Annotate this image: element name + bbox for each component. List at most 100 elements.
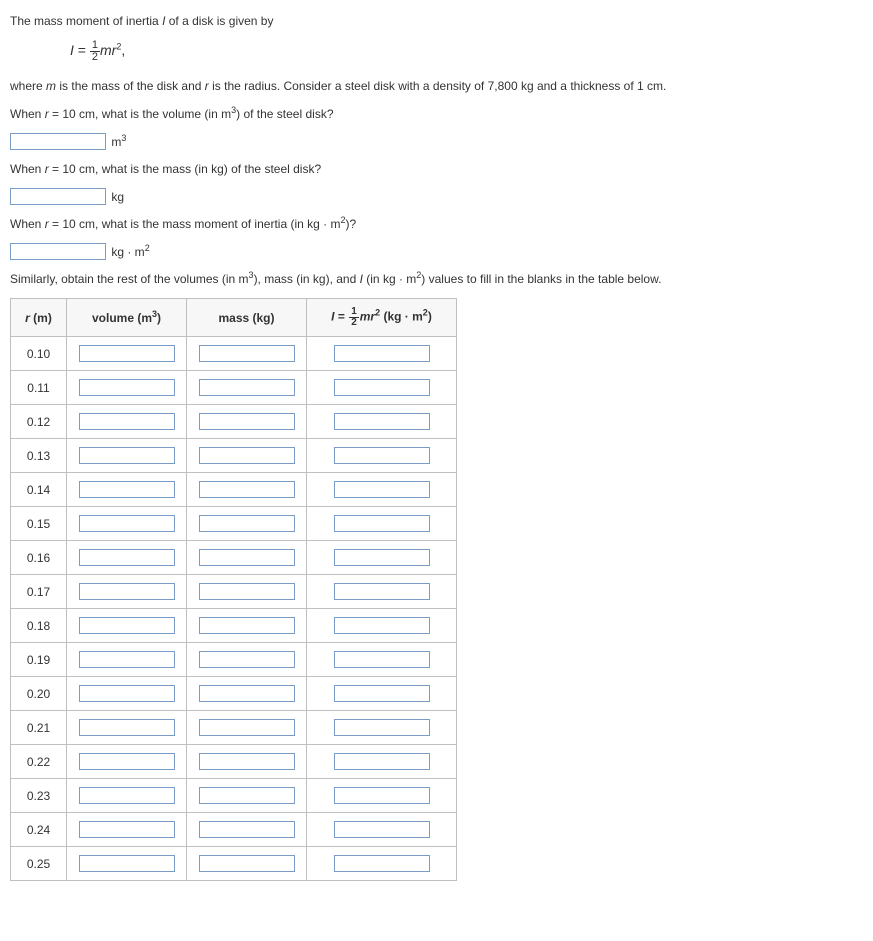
inertia-input-row-5[interactable]	[334, 515, 430, 532]
cell-volume	[67, 541, 187, 575]
mass-input-row-4[interactable]	[199, 481, 295, 498]
inertia-input-row-15[interactable]	[334, 855, 430, 872]
inertia-input-row-12[interactable]	[334, 753, 430, 770]
volume-input-row-2[interactable]	[79, 413, 175, 430]
table-row: 0.19	[11, 643, 457, 677]
volume-input-row-4[interactable]	[79, 481, 175, 498]
intro-line-2: where m is the mass of the disk and r is…	[10, 77, 863, 95]
volume-input-row-9[interactable]	[79, 651, 175, 668]
equals: =	[74, 42, 90, 58]
volume-input-row-8[interactable]	[79, 617, 175, 634]
text: Similarly, obtain the rest of the volume…	[10, 272, 249, 286]
question-inertia: When r = 10 cm, what is the mass moment …	[10, 215, 863, 233]
cell-r: 0.14	[11, 473, 67, 507]
cell-volume	[67, 711, 187, 745]
cell-mass	[187, 439, 307, 473]
cell-volume	[67, 337, 187, 371]
cell-inertia	[307, 507, 457, 541]
mass-input-row-13[interactable]	[199, 787, 295, 804]
cell-r: 0.20	[11, 677, 67, 711]
cell-r: 0.21	[11, 711, 67, 745]
comma: ,	[121, 42, 125, 58]
mass-input[interactable]	[10, 188, 106, 205]
header-inertia: I = 12mr2 (kg · m2)	[307, 299, 457, 337]
cell-inertia	[307, 745, 457, 779]
cell-r: 0.24	[11, 813, 67, 847]
text: where	[10, 79, 46, 93]
volume-input-row-0[interactable]	[79, 345, 175, 362]
mass-input-row-9[interactable]	[199, 651, 295, 668]
inertia-input-row-6[interactable]	[334, 549, 430, 566]
volume-input[interactable]	[10, 133, 106, 150]
var-m: m	[46, 79, 56, 93]
mass-input-row-5[interactable]	[199, 515, 295, 532]
mass-input-row-1[interactable]	[199, 379, 295, 396]
cell-inertia	[307, 609, 457, 643]
mass-input-row-7[interactable]	[199, 583, 295, 600]
volume-input-row-14[interactable]	[79, 821, 175, 838]
volume-input-row-12[interactable]	[79, 753, 175, 770]
unit-kg: kg	[111, 190, 124, 204]
mass-input-row-11[interactable]	[199, 719, 295, 736]
volume-input-row-6[interactable]	[79, 549, 175, 566]
inertia-input-row-14[interactable]	[334, 821, 430, 838]
mass-input-row-8[interactable]	[199, 617, 295, 634]
cell-volume	[67, 371, 187, 405]
inertia-input-row-9[interactable]	[334, 651, 430, 668]
text: = 10 cm, what is the mass (in kg) of the…	[49, 162, 321, 176]
cell-mass	[187, 575, 307, 609]
cell-inertia	[307, 371, 457, 405]
table-row: 0.23	[11, 779, 457, 813]
cell-volume	[67, 609, 187, 643]
inertia-input-row-0[interactable]	[334, 345, 430, 362]
header-r: r (m)	[11, 299, 67, 337]
inertia-input-row-3[interactable]	[334, 447, 430, 464]
instruction-table: Similarly, obtain the rest of the volume…	[10, 270, 863, 288]
cell-volume	[67, 507, 187, 541]
mass-input-row-10[interactable]	[199, 685, 295, 702]
volume-input-row-7[interactable]	[79, 583, 175, 600]
mass-input-row-14[interactable]	[199, 821, 295, 838]
table-row: 0.15	[11, 507, 457, 541]
volume-input-row-13[interactable]	[79, 787, 175, 804]
mass-input-row-6[interactable]	[199, 549, 295, 566]
cell-inertia	[307, 677, 457, 711]
mass-input-row-3[interactable]	[199, 447, 295, 464]
inertia-input-row-13[interactable]	[334, 787, 430, 804]
mass-input-row-2[interactable]	[199, 413, 295, 430]
inertia-input-row-4[interactable]	[334, 481, 430, 498]
volume-input-row-11[interactable]	[79, 719, 175, 736]
inertia-input[interactable]	[10, 243, 106, 260]
table-row: 0.22	[11, 745, 457, 779]
cell-inertia	[307, 813, 457, 847]
cell-r: 0.10	[11, 337, 67, 371]
cell-inertia	[307, 711, 457, 745]
answer-row-inertia: kg · m2	[10, 243, 863, 260]
mass-input-row-0[interactable]	[199, 345, 295, 362]
text: The mass moment of inertia	[10, 14, 162, 28]
volume-input-row-3[interactable]	[79, 447, 175, 464]
cell-mass	[187, 745, 307, 779]
inertia-input-row-1[interactable]	[334, 379, 430, 396]
cell-volume	[67, 779, 187, 813]
volume-input-row-10[interactable]	[79, 685, 175, 702]
inertia-input-row-11[interactable]	[334, 719, 430, 736]
text: When	[10, 107, 45, 121]
volume-input-row-15[interactable]	[79, 855, 175, 872]
question-mass: When r = 10 cm, what is the mass (in kg)…	[10, 160, 863, 178]
mass-input-row-12[interactable]	[199, 753, 295, 770]
inertia-input-row-10[interactable]	[334, 685, 430, 702]
mass-input-row-15[interactable]	[199, 855, 295, 872]
inertia-input-row-8[interactable]	[334, 617, 430, 634]
cell-mass	[187, 779, 307, 813]
cell-inertia	[307, 643, 457, 677]
volume-input-row-5[interactable]	[79, 515, 175, 532]
answer-row-mass: kg	[10, 188, 863, 205]
table-row: 0.20	[11, 677, 457, 711]
inertia-input-row-7[interactable]	[334, 583, 430, 600]
cell-r: 0.16	[11, 541, 67, 575]
volume-input-row-1[interactable]	[79, 379, 175, 396]
inertia-input-row-2[interactable]	[334, 413, 430, 430]
text: (in kg · m	[363, 272, 416, 286]
text: = 10 cm, what is the mass moment of iner…	[49, 217, 341, 231]
